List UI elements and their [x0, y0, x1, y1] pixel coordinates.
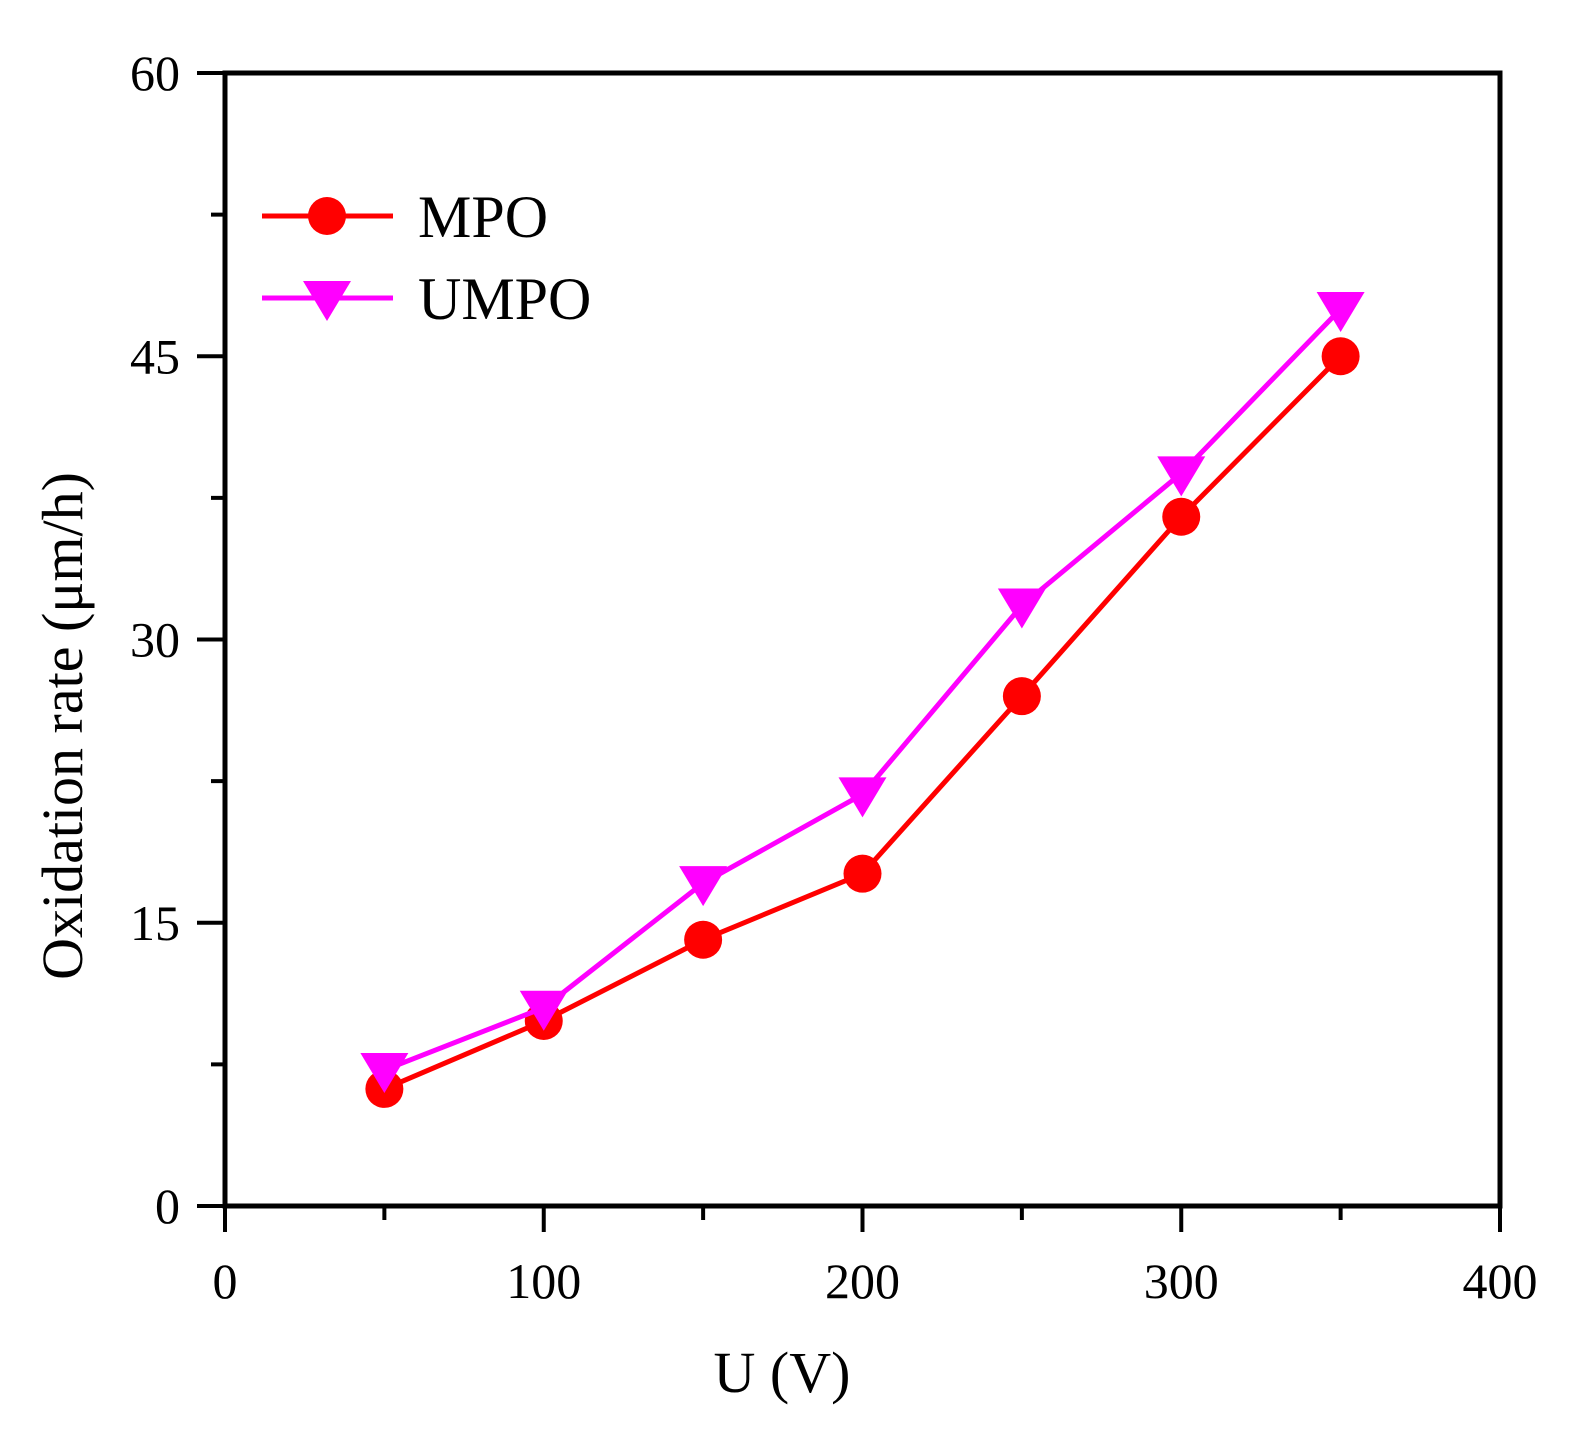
series-umpo — [360, 292, 1365, 1094]
y-tick-label: 30 — [130, 612, 180, 668]
series-mpo — [365, 337, 1360, 1108]
legend-label-umpo: UMPO — [418, 266, 591, 332]
data-point-umpo — [360, 1053, 409, 1094]
y-axis-title: Oxidation rate (μm/h) — [30, 472, 95, 980]
data-point-umpo — [519, 990, 568, 1031]
legend-marker-mpo — [308, 197, 346, 235]
x-tick-label: 100 — [506, 1253, 581, 1309]
y-tick-label: 0 — [155, 1178, 180, 1234]
x-tick-label: 300 — [1144, 1253, 1219, 1309]
y-tick-label: 45 — [130, 328, 180, 384]
data-point-mpo — [1162, 497, 1201, 536]
y-axis: 0 15 30 45 60 — [130, 45, 225, 1234]
data-point-umpo — [1157, 456, 1206, 497]
series-layer — [360, 292, 1365, 1108]
data-point-mpo — [1002, 677, 1041, 716]
x-tick-label: 400 — [1463, 1253, 1538, 1309]
series-line-umpo — [383, 307, 1343, 1073]
x-axis: 0 100 200 300 400 — [213, 1206, 1538, 1309]
data-point-mpo — [684, 920, 723, 959]
data-point-umpo — [838, 777, 887, 818]
legend-label-mpo: MPO — [418, 184, 548, 250]
data-point-umpo — [1316, 292, 1365, 333]
plot-frame — [222, 70, 1503, 1209]
y-tick-label: 15 — [130, 895, 180, 951]
data-point-umpo — [997, 588, 1046, 629]
legend-item-umpo: UMPO — [262, 266, 591, 332]
x-tick-label: 200 — [825, 1253, 900, 1309]
data-point-umpo — [679, 866, 728, 907]
x-tick-label: 0 — [213, 1253, 238, 1309]
x-axis-title: U (V) — [714, 1340, 851, 1405]
y-tick-label: 60 — [130, 45, 180, 101]
data-point-mpo — [1321, 337, 1360, 376]
legend-marker-umpo — [303, 281, 351, 321]
legend-item-mpo: MPO — [262, 184, 548, 250]
legend: MPO UMPO — [262, 184, 591, 332]
plot-area-border — [222, 70, 1503, 1209]
data-point-mpo — [843, 854, 882, 893]
